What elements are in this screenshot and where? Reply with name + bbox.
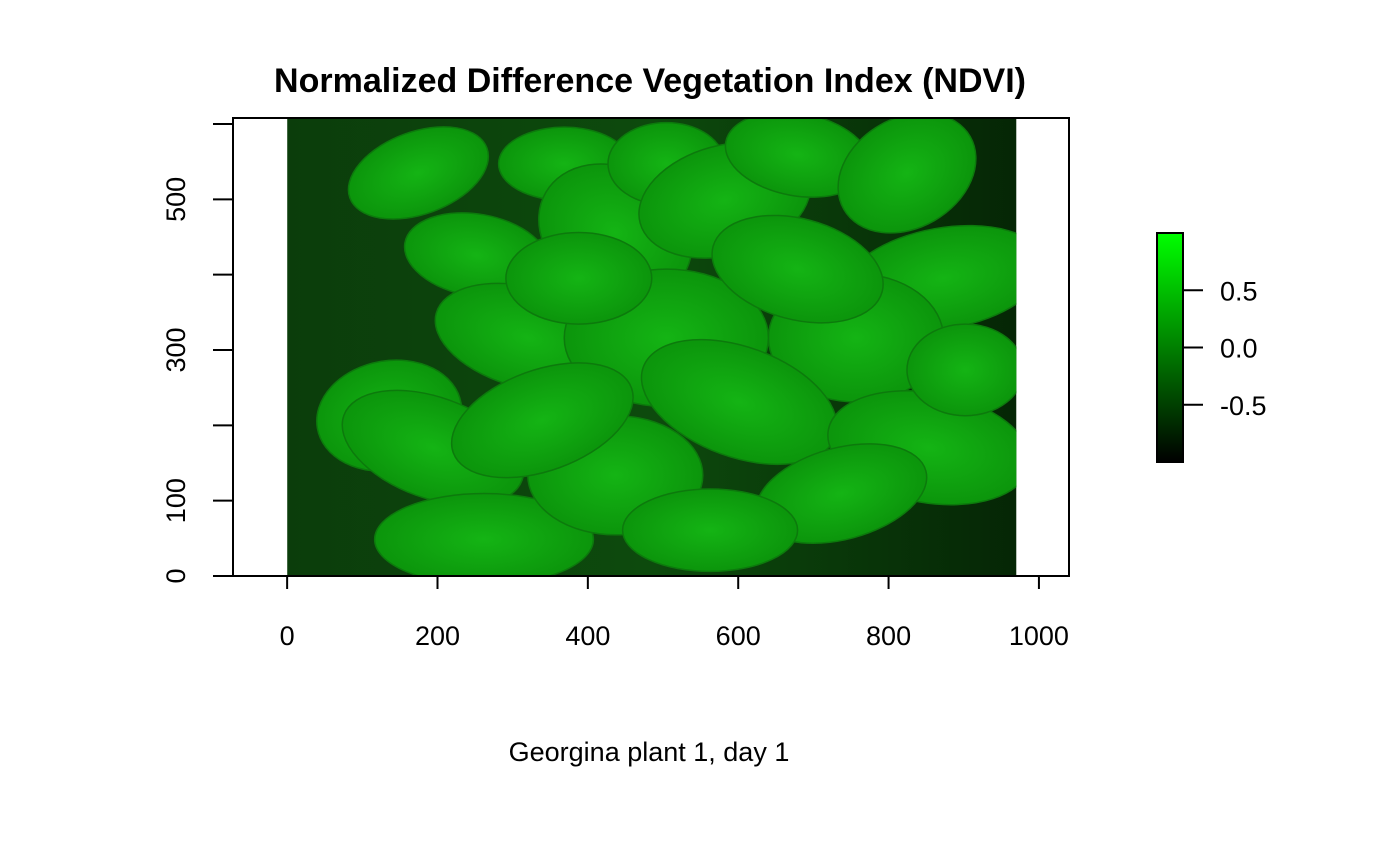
y-tick-label: 300 — [161, 327, 191, 372]
leaf — [711, 214, 884, 324]
colorbar-tick-label: 0.5 — [1220, 276, 1258, 306]
x-tick-label: 200 — [415, 621, 460, 651]
y-axis: 0 100 300 500 — [161, 123, 234, 584]
x-tick-label: 400 — [565, 621, 610, 651]
colorbar-ticks: 0.5 0.0 -0.5 — [1183, 276, 1267, 421]
x-tick-label: 1000 — [1009, 621, 1069, 651]
y-tick-label: 500 — [161, 177, 191, 222]
leaf — [373, 492, 595, 576]
x-tick-label: 0 — [280, 621, 295, 651]
colorbar-tick-label: -0.5 — [1220, 391, 1267, 421]
y-tick-label: 0 — [161, 568, 191, 583]
colorbar-gradient — [1156, 232, 1184, 463]
colorbar-tick-label: 0.0 — [1220, 334, 1258, 364]
x-tick-label: 800 — [866, 621, 911, 651]
leaf-canopy — [316, 118, 1017, 576]
leaf — [621, 488, 799, 573]
leaf — [837, 118, 977, 234]
leaf — [505, 231, 653, 325]
leaf — [450, 362, 634, 479]
x-axis: 0 200 400 600 800 1000 — [280, 575, 1069, 651]
colorbar: 0.5 0.0 -0.5 — [1156, 232, 1267, 463]
ndvi-image — [287, 118, 1017, 576]
leaf — [347, 126, 490, 220]
leaf — [906, 323, 1017, 417]
chart-title: Normalized Difference Vegetation Index (… — [274, 62, 1026, 100]
x-axis-label: Georgina plant 1, day 1 — [509, 737, 790, 767]
y-tick-label: 100 — [161, 478, 191, 523]
x-tick-label: 600 — [716, 621, 761, 651]
